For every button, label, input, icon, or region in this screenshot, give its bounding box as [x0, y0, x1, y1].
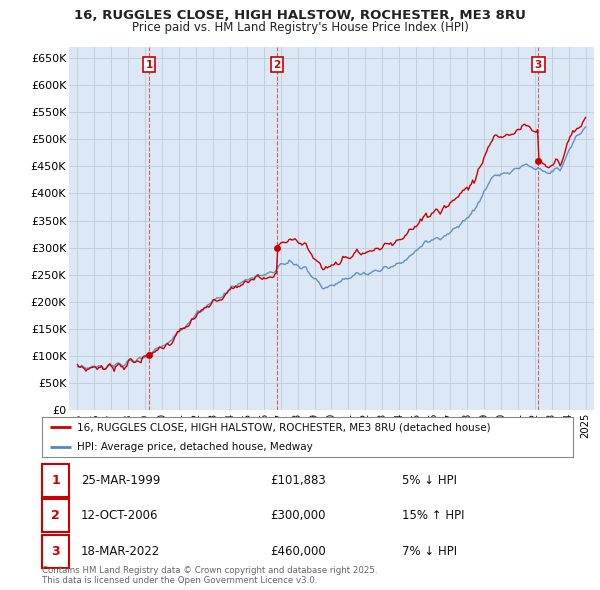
Text: 3: 3 [51, 545, 60, 558]
Text: 12-OCT-2006: 12-OCT-2006 [81, 509, 158, 522]
Text: Contains HM Land Registry data © Crown copyright and database right 2025.
This d: Contains HM Land Registry data © Crown c… [42, 566, 377, 585]
Text: 2: 2 [274, 60, 281, 70]
Text: 7% ↓ HPI: 7% ↓ HPI [402, 545, 457, 558]
Text: £300,000: £300,000 [270, 509, 325, 522]
Text: 25-MAR-1999: 25-MAR-1999 [81, 474, 160, 487]
Text: 16, RUGGLES CLOSE, HIGH HALSTOW, ROCHESTER, ME3 8RU: 16, RUGGLES CLOSE, HIGH HALSTOW, ROCHEST… [74, 9, 526, 22]
Text: 3: 3 [535, 60, 542, 70]
Text: £460,000: £460,000 [270, 545, 326, 558]
Text: £101,883: £101,883 [270, 474, 326, 487]
Text: 16, RUGGLES CLOSE, HIGH HALSTOW, ROCHESTER, ME3 8RU (detached house): 16, RUGGLES CLOSE, HIGH HALSTOW, ROCHEST… [77, 422, 490, 432]
Text: 5% ↓ HPI: 5% ↓ HPI [402, 474, 457, 487]
Text: HPI: Average price, detached house, Medway: HPI: Average price, detached house, Medw… [77, 442, 312, 452]
Text: 1: 1 [145, 60, 153, 70]
Text: 1: 1 [51, 474, 60, 487]
Text: 2: 2 [51, 509, 60, 522]
Text: 18-MAR-2022: 18-MAR-2022 [81, 545, 160, 558]
Text: 15% ↑ HPI: 15% ↑ HPI [402, 509, 464, 522]
Text: Price paid vs. HM Land Registry's House Price Index (HPI): Price paid vs. HM Land Registry's House … [131, 21, 469, 34]
